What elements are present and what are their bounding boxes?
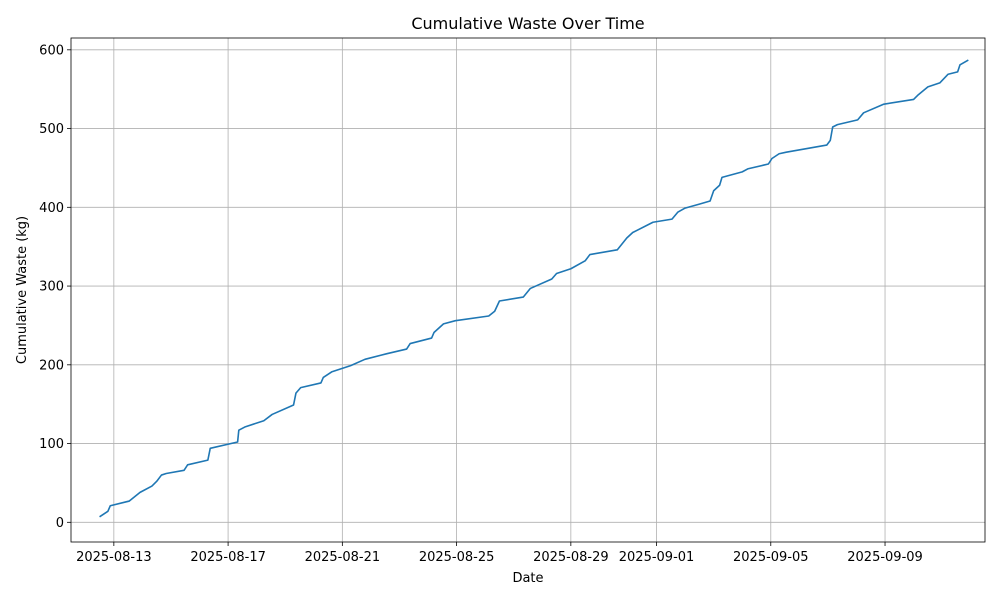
x-tick-label: 2025-09-01 [619,550,695,565]
chart-title: Cumulative Waste Over Time [411,14,644,33]
x-tick-label: 2025-08-25 [419,550,495,565]
x-tick-label: 2025-09-09 [847,550,923,565]
x-tick-label: 2025-08-13 [76,550,152,565]
y-tick-label: 600 [39,43,64,58]
y-tick-label: 200 [39,358,64,373]
y-tick-label: 300 [39,280,64,295]
x-tick-label: 2025-08-29 [533,550,609,565]
x-axis-label: Date [512,571,543,586]
x-tick-label: 2025-08-17 [190,550,266,565]
y-tick-label: 0 [56,516,64,531]
y-axis-label: Cumulative Waste (kg) [15,216,30,364]
y-tick-label: 100 [39,437,64,452]
tick-layer: 2025-08-13 2025-08-17 2025-08-21 2025-08-25… [39,43,923,565]
line-layer [99,59,969,518]
x-tick-label: 2025-08-21 [305,550,381,565]
plot-frame [70,37,986,543]
grid-layer [71,38,985,542]
y-tick-label: 400 [39,201,64,216]
series-line [99,59,969,518]
x-tick-label: 2025-09-05 [733,550,809,565]
y-tick-label: 500 [39,122,64,137]
